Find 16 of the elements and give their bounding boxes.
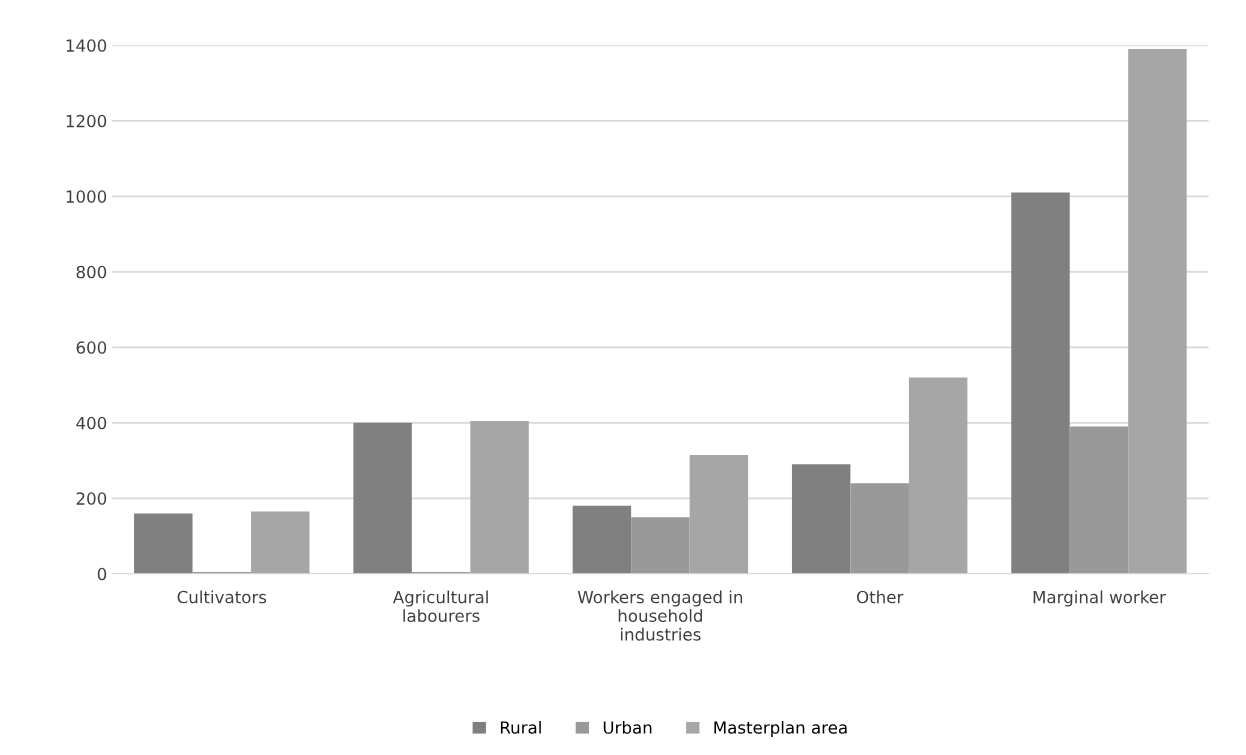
x-tick-label: Other xyxy=(856,590,904,604)
x-tick-label: Agricultural labourers xyxy=(392,590,488,623)
x-tick-label: Workers engaged in household industries xyxy=(577,590,743,641)
y-tick-label: 1200 xyxy=(66,114,107,128)
x-tick-label: Marginal worker xyxy=(1033,590,1166,607)
y-tick-label: 1400 xyxy=(66,39,107,52)
y-tick-label: 400 xyxy=(76,416,107,430)
legend-label: Masterplan area xyxy=(714,720,847,738)
y-tick-label: 1000 xyxy=(66,190,107,203)
y-tick-label: 0 xyxy=(97,567,107,581)
y-tick-label: 200 xyxy=(76,492,107,505)
y-tick-label: 800 xyxy=(76,265,107,279)
legend-label: Rural xyxy=(500,720,541,734)
y-tick-label: 600 xyxy=(76,341,107,354)
legend-label: Urban xyxy=(603,720,652,734)
x-tick-label: Cultivators xyxy=(177,590,267,604)
